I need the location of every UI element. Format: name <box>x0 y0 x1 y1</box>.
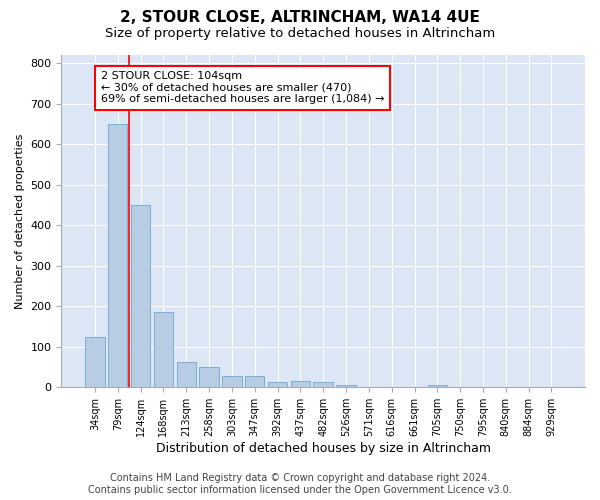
Bar <box>428 386 447 388</box>
Text: 2 STOUR CLOSE: 104sqm
← 30% of detached houses are smaller (470)
69% of semi-det: 2 STOUR CLOSE: 104sqm ← 30% of detached … <box>101 71 384 104</box>
Text: Contains HM Land Registry data © Crown copyright and database right 2024.
Contai: Contains HM Land Registry data © Crown c… <box>88 474 512 495</box>
Bar <box>313 382 333 388</box>
Text: 2, STOUR CLOSE, ALTRINCHAM, WA14 4UE: 2, STOUR CLOSE, ALTRINCHAM, WA14 4UE <box>120 10 480 25</box>
Bar <box>85 336 104 388</box>
Bar <box>337 386 356 388</box>
Bar <box>245 376 265 388</box>
Bar <box>268 382 287 388</box>
X-axis label: Distribution of detached houses by size in Altrincham: Distribution of detached houses by size … <box>156 442 491 455</box>
Bar <box>290 382 310 388</box>
Text: Size of property relative to detached houses in Altrincham: Size of property relative to detached ho… <box>105 28 495 40</box>
Bar <box>131 205 150 388</box>
Y-axis label: Number of detached properties: Number of detached properties <box>15 134 25 309</box>
Bar <box>176 362 196 388</box>
Bar <box>108 124 127 388</box>
Bar <box>154 312 173 388</box>
Bar <box>199 367 219 388</box>
Bar <box>222 376 242 388</box>
